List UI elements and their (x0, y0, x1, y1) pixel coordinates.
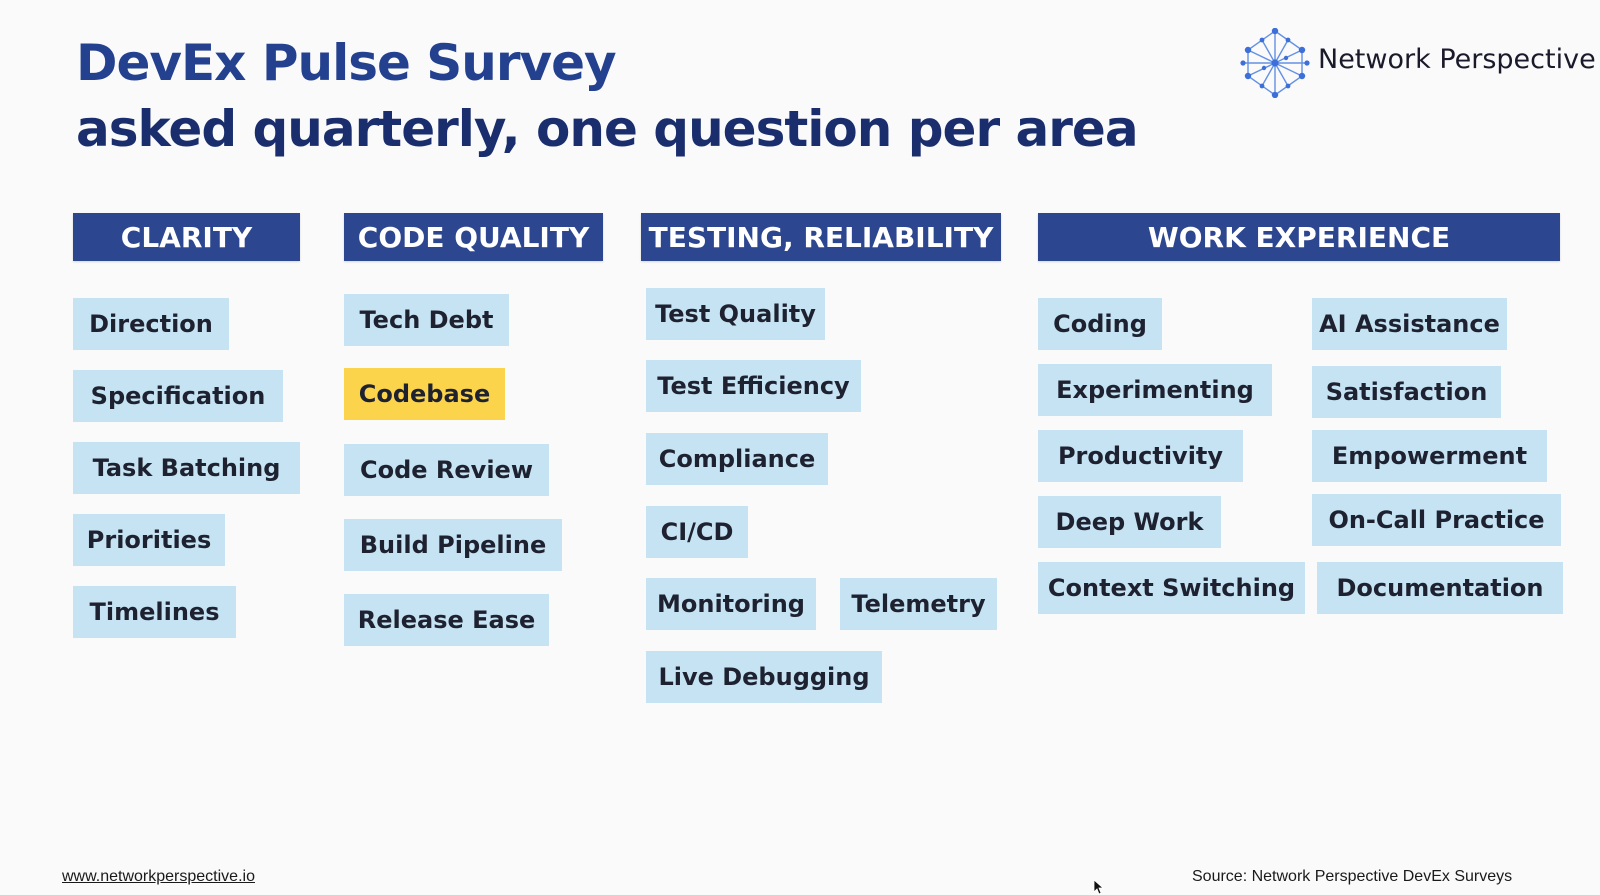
header-work-experience: WORK EXPERIENCE (1038, 213, 1560, 261)
tag-task-batching: Task Batching (73, 442, 300, 494)
tag-experimenting: Experimenting (1038, 364, 1272, 416)
tag-test-efficiency: Test Efficiency (646, 360, 861, 412)
website-link[interactable]: www.networkperspective.io (62, 868, 255, 885)
tag-build-pipeline: Build Pipeline (344, 519, 562, 571)
tag-on-call-practice: On-Call Practice (1312, 494, 1561, 546)
tag-priorities: Priorities (73, 514, 225, 566)
tag-documentation: Documentation (1317, 562, 1563, 614)
header-clarity: CLARITY (73, 213, 300, 261)
tag-test-quality: Test Quality (646, 288, 825, 340)
tag-compliance: Compliance (646, 433, 828, 485)
brand-name: Network Perspective (1318, 44, 1596, 75)
source-note: Source: Network Perspective DevEx Survey… (1192, 868, 1513, 885)
tag-deep-work: Deep Work (1038, 496, 1221, 548)
mouse-pointer-icon (1094, 880, 1105, 895)
slide-title-line-2: asked quarterly, one question per area (76, 100, 1139, 158)
tag-telemetry: Telemetry (840, 578, 997, 630)
header-code-quality: CODE QUALITY (344, 213, 603, 261)
tag-direction: Direction (73, 298, 229, 350)
tag-code-review: Code Review (344, 444, 549, 496)
tag-productivity: Productivity (1038, 430, 1243, 482)
tag-monitoring: Monitoring (646, 578, 816, 630)
tag-ci-cd: CI/CD (646, 506, 748, 558)
header-testing-reliability: TESTING, RELIABILITY (641, 213, 1001, 261)
slide-title-line-1: DevEx Pulse Survey (76, 34, 617, 92)
tag-codebase-highlighted: Codebase (344, 368, 505, 420)
tag-live-debugging: Live Debugging (646, 651, 882, 703)
tag-timelines: Timelines (73, 586, 236, 638)
tag-release-ease: Release Ease (344, 594, 549, 646)
tag-ai-assistance: AI Assistance (1312, 298, 1507, 350)
tag-empowerment: Empowerment (1312, 430, 1547, 482)
tag-tech-debt: Tech Debt (344, 294, 509, 346)
tag-coding: Coding (1038, 298, 1162, 350)
tag-satisfaction: Satisfaction (1312, 366, 1501, 418)
tag-context-switching: Context Switching (1038, 562, 1305, 614)
network-graph-icon (1240, 28, 1310, 98)
tag-specification: Specification (73, 370, 283, 422)
